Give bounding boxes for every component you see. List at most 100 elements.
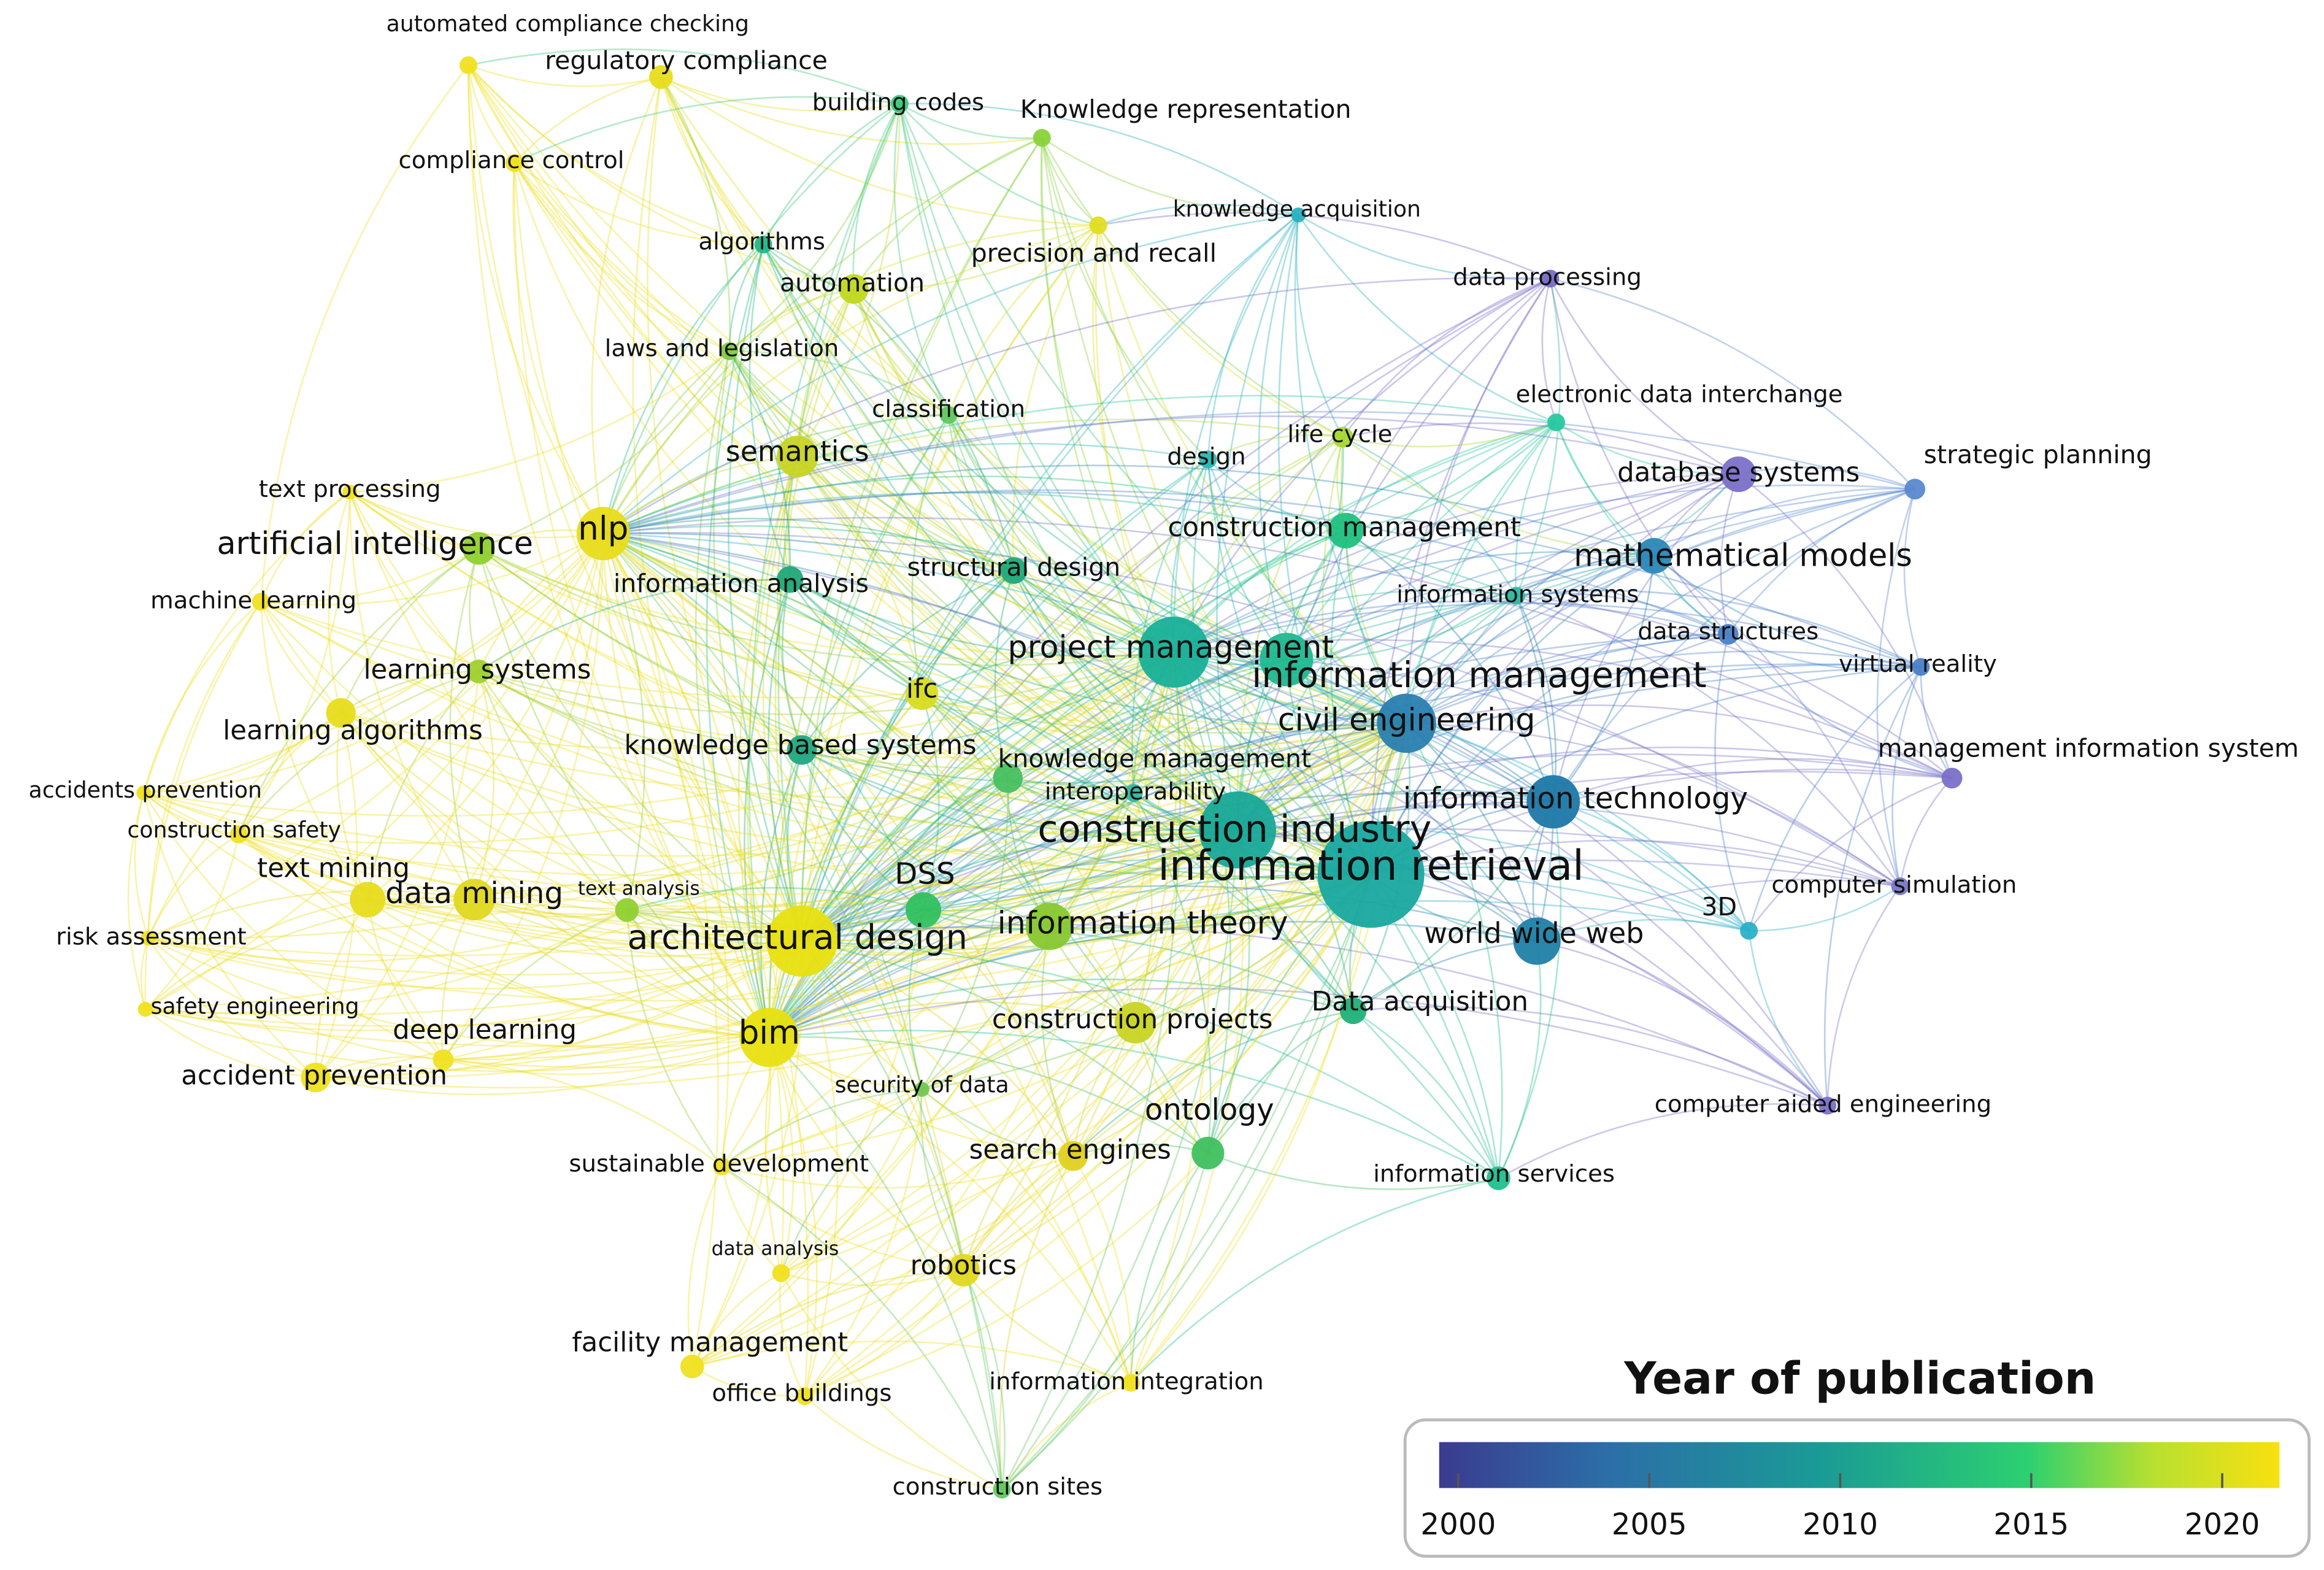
node xyxy=(890,94,909,113)
edge xyxy=(474,874,1372,956)
node xyxy=(1891,877,1909,896)
edge xyxy=(1552,555,1655,802)
edge xyxy=(762,244,1174,653)
edge xyxy=(1748,777,1953,931)
edge xyxy=(780,1088,923,1274)
edge xyxy=(1406,722,1901,887)
edge xyxy=(963,1155,1074,1271)
edge xyxy=(348,491,770,1039)
edge xyxy=(626,722,1407,914)
edge xyxy=(1001,652,1181,1490)
edge xyxy=(1498,941,1542,1179)
edge xyxy=(768,693,923,1038)
edge xyxy=(1298,214,1550,280)
edge xyxy=(602,288,855,534)
node xyxy=(1507,587,1525,605)
edge xyxy=(660,76,731,352)
edge xyxy=(769,1036,1132,1383)
edge xyxy=(1133,792,1212,1153)
edge xyxy=(804,1269,964,1397)
edge xyxy=(602,517,1014,572)
edge xyxy=(1515,595,1557,802)
edge xyxy=(1001,874,1372,1490)
edge xyxy=(1285,421,1557,660)
edge xyxy=(660,77,764,245)
node xyxy=(1199,791,1277,869)
edge xyxy=(143,792,1371,931)
edge xyxy=(768,595,1517,1038)
edge xyxy=(1131,459,1209,793)
node xyxy=(462,532,495,565)
edge xyxy=(1072,723,1407,1157)
edge xyxy=(728,288,854,352)
node xyxy=(1138,616,1210,688)
edge xyxy=(768,1037,818,1396)
node xyxy=(993,1480,1011,1499)
node-label: construction industry xyxy=(1037,808,1431,851)
edge xyxy=(1371,839,1901,887)
edge xyxy=(1903,488,1922,668)
edge xyxy=(143,792,239,836)
edge xyxy=(721,1088,922,1168)
edge xyxy=(1173,602,1922,668)
edge xyxy=(1727,488,1915,635)
node xyxy=(776,436,818,477)
edge xyxy=(1013,570,1372,875)
edge xyxy=(706,244,771,1038)
edge xyxy=(769,978,1353,1039)
edge xyxy=(922,693,1407,747)
node-label: information management xyxy=(1252,654,1706,696)
edge xyxy=(746,288,855,1038)
edge xyxy=(994,570,1015,779)
edge xyxy=(779,1272,806,1397)
edge xyxy=(1173,600,1729,653)
edge xyxy=(1514,421,1557,596)
edge xyxy=(366,899,444,1061)
edge xyxy=(147,937,444,1061)
edge xyxy=(1406,555,1655,724)
edge xyxy=(853,225,1099,290)
edge xyxy=(144,899,368,1010)
edge xyxy=(443,1036,770,1076)
edge xyxy=(1173,473,1739,653)
edge xyxy=(367,722,1407,915)
edge xyxy=(127,793,147,1010)
edge xyxy=(768,579,803,942)
edge xyxy=(780,910,925,1274)
edge xyxy=(1207,723,1407,1154)
edge xyxy=(721,1166,782,1274)
node xyxy=(1720,456,1756,493)
edge xyxy=(147,937,317,1079)
edge xyxy=(148,651,1175,940)
node xyxy=(459,56,477,74)
edge xyxy=(899,103,1175,653)
edge xyxy=(852,103,901,290)
edge xyxy=(1345,278,1551,531)
edge xyxy=(713,351,803,942)
node-label: interoperability xyxy=(1045,778,1226,806)
edge xyxy=(899,102,1299,216)
edge xyxy=(769,925,1050,1039)
edge xyxy=(602,455,798,534)
edge xyxy=(348,492,475,901)
edge xyxy=(467,64,730,352)
edge xyxy=(853,288,949,416)
edge xyxy=(923,792,1135,911)
edge xyxy=(768,777,1009,1038)
legend-tick-label: 2010 xyxy=(1803,1507,1878,1542)
edge xyxy=(790,579,1174,657)
edge xyxy=(602,533,1003,1490)
node xyxy=(615,898,639,922)
edge xyxy=(768,658,1287,1038)
edge xyxy=(443,829,1238,1061)
edge xyxy=(801,414,950,942)
edge xyxy=(478,548,802,942)
edge xyxy=(1516,474,1739,597)
node xyxy=(906,677,939,710)
edge xyxy=(1207,434,1343,461)
edge xyxy=(143,792,444,1061)
edge xyxy=(603,517,1953,779)
edge xyxy=(1342,422,1739,475)
edge xyxy=(1098,225,1344,438)
edge xyxy=(1258,214,1299,660)
